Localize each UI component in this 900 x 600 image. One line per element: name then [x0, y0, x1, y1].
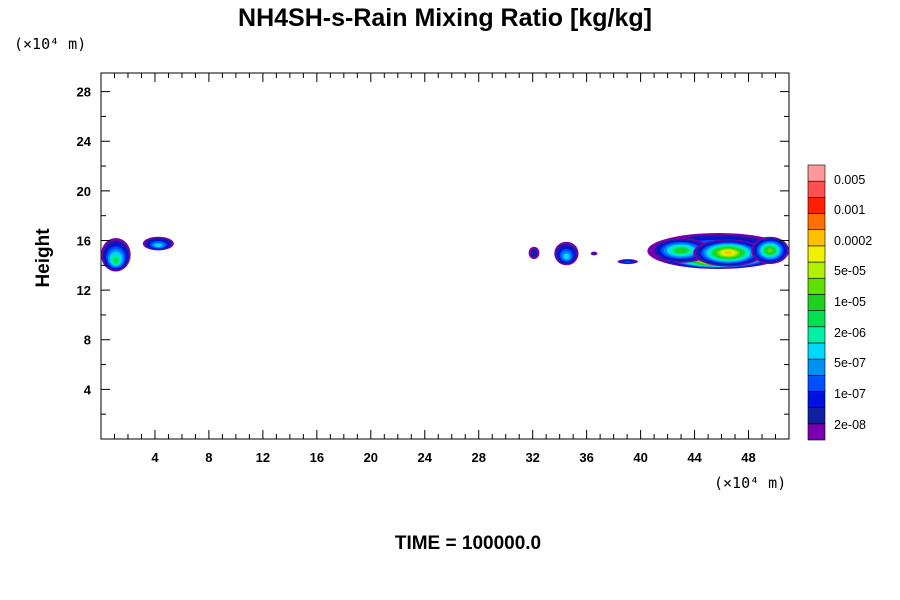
y-axis-title: Height [33, 228, 54, 288]
x-unit-label: (×10⁴ m) [714, 474, 786, 492]
x-tick-label: 44 [687, 450, 702, 465]
contour-band [624, 261, 632, 263]
colorbar-label: 2e-08 [834, 418, 866, 432]
colorbar-swatch [807, 326, 826, 344]
cloud-near-36 [590, 251, 598, 256]
colorbar-swatch [807, 294, 826, 311]
cloud-near-32 [528, 246, 540, 260]
y-tick-label: 8 [84, 333, 91, 348]
contour-band [591, 252, 597, 255]
contour-band [563, 253, 570, 260]
colorbar-swatch [807, 261, 826, 279]
colorbar-label: 1e-05 [834, 295, 866, 309]
y-unit-label: (×10⁴ m) [14, 35, 86, 53]
colorbar-swatch [807, 391, 826, 408]
time-label: TIME = 100000.0 [395, 533, 541, 554]
contour-band [113, 257, 119, 264]
contour-band [767, 248, 773, 253]
x-tick-label: 32 [525, 450, 539, 465]
y-tick-label: 24 [77, 134, 92, 149]
x-tick-label: 24 [418, 450, 433, 465]
x-tick-label: 16 [310, 450, 324, 465]
x-ticks: 4 8 12 16 20 24 28 32 36 40 44 48 [113, 73, 777, 465]
colorbar-label: 2e-06 [834, 326, 866, 340]
x-tick-label: 20 [364, 450, 378, 465]
colorbar-swatch [807, 342, 826, 360]
colorbar-swatch [807, 245, 826, 263]
cloud-near-4 [142, 236, 174, 251]
x-tick-label: 40 [633, 450, 647, 465]
colorbar-swatch [807, 277, 826, 295]
colorbar-swatch [807, 374, 826, 392]
chart-title: NH4SH-s-Rain Mixing Ratio [kg/kg] [238, 4, 652, 32]
colorbar-swatch [807, 423, 826, 441]
colorbar-swatch [807, 407, 826, 425]
colorbar-label: 5e-05 [834, 264, 866, 278]
colorbar-swatch [807, 197, 826, 214]
colorbar-swatch [807, 213, 826, 231]
colorbar-label: 1e-07 [834, 387, 866, 401]
cloud-left-edge [101, 238, 131, 272]
y-tick-label: 28 [77, 85, 91, 100]
colorbar-label: 0.0002 [834, 234, 872, 248]
cloud-near-34 [554, 241, 579, 266]
colorbar-label: 0.005 [834, 173, 865, 187]
contour-band [154, 243, 163, 247]
x-tick-label: 8 [205, 450, 212, 465]
colorbar-label: 5e-07 [834, 356, 866, 370]
cloud-near-39 [617, 259, 638, 265]
x-tick-label: 28 [471, 450, 485, 465]
colorbar-label: 0.001 [834, 203, 865, 217]
contour-band [676, 248, 687, 253]
colorbar-swatch [807, 310, 826, 328]
x-tick-label: 48 [741, 450, 755, 465]
contour-band [530, 249, 538, 258]
y-tick-label: 16 [77, 233, 91, 248]
x-tick-label: 4 [151, 450, 159, 465]
colorbar-swatch [807, 229, 826, 247]
y-tick-label: 12 [77, 283, 91, 298]
colorbar: 0.005 0.001 0.0002 5e-05 1e-05 2e-06 5e-07 1e-0… [807, 164, 872, 441]
colorbar-swatch [807, 180, 826, 198]
cloud-main-lobes [651, 236, 789, 267]
x-tick-label: 12 [256, 450, 270, 465]
y-ticks: 4 8 12 16 20 24 28 [77, 85, 789, 415]
contour-band [724, 251, 733, 255]
y-tick-label: 20 [77, 184, 91, 199]
x-tick-label: 36 [579, 450, 593, 465]
cloud-regions [101, 233, 789, 272]
y-tick-label: 4 [84, 382, 92, 397]
colorbar-swatch [807, 164, 826, 182]
colorbar-swatch [807, 358, 826, 376]
